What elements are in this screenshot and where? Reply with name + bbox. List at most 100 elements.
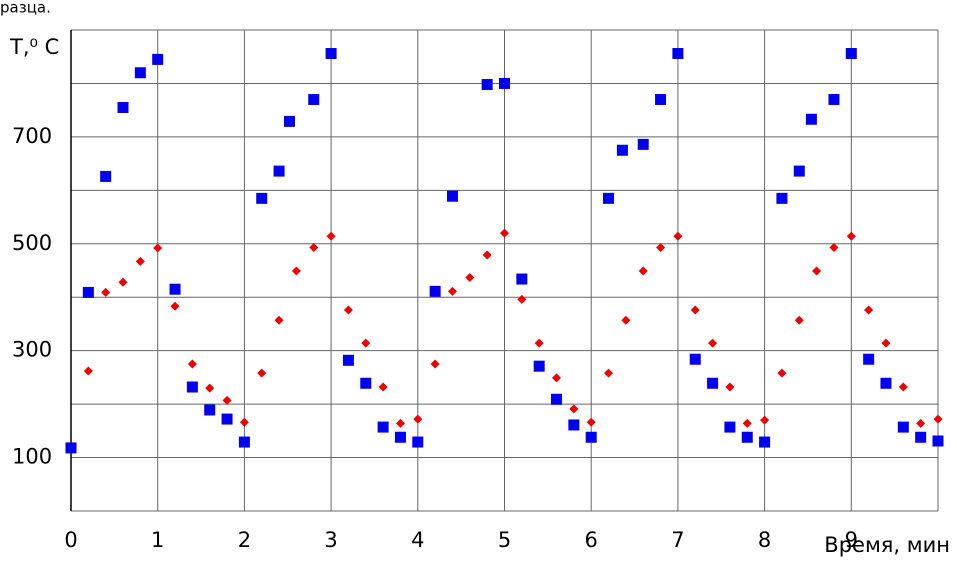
point bbox=[343, 305, 353, 315]
point bbox=[724, 421, 736, 433]
point bbox=[932, 435, 944, 447]
point bbox=[377, 421, 389, 433]
point bbox=[586, 417, 596, 427]
point bbox=[552, 373, 562, 383]
point bbox=[805, 113, 817, 125]
point bbox=[742, 418, 752, 428]
point bbox=[412, 436, 424, 448]
point bbox=[863, 353, 875, 365]
point bbox=[915, 431, 927, 443]
point bbox=[864, 305, 874, 315]
x-tick-label: 1 bbox=[151, 528, 164, 552]
point bbox=[291, 266, 301, 276]
x-tick-label: 2 bbox=[238, 528, 251, 552]
point bbox=[741, 431, 753, 443]
y-tick-label: 500 bbox=[12, 231, 52, 255]
point bbox=[100, 170, 112, 182]
point bbox=[604, 368, 614, 378]
point bbox=[517, 294, 527, 304]
point bbox=[117, 101, 129, 113]
point bbox=[101, 287, 111, 297]
point bbox=[880, 377, 892, 389]
point bbox=[846, 231, 856, 241]
point bbox=[83, 366, 93, 376]
point bbox=[430, 359, 440, 369]
point bbox=[204, 404, 216, 416]
point bbox=[283, 115, 295, 127]
point bbox=[845, 48, 857, 60]
point bbox=[82, 286, 94, 298]
point bbox=[465, 272, 475, 282]
point bbox=[725, 382, 735, 392]
point bbox=[637, 138, 649, 150]
point bbox=[394, 431, 406, 443]
point bbox=[500, 228, 509, 238]
point bbox=[690, 305, 700, 315]
point bbox=[793, 165, 805, 177]
point bbox=[516, 273, 528, 285]
point bbox=[429, 285, 441, 297]
y-tick-label: 300 bbox=[12, 338, 52, 362]
point bbox=[342, 354, 354, 366]
point bbox=[238, 436, 250, 448]
x-tick-label: 6 bbox=[585, 528, 598, 552]
point bbox=[187, 359, 197, 369]
point bbox=[533, 360, 545, 372]
point bbox=[65, 442, 77, 454]
point bbox=[239, 417, 249, 427]
point bbox=[221, 413, 233, 425]
point bbox=[186, 381, 198, 393]
x-tick-label: 9 bbox=[845, 528, 858, 552]
point bbox=[655, 93, 667, 105]
point bbox=[603, 192, 615, 204]
point bbox=[568, 419, 580, 431]
point bbox=[708, 338, 718, 348]
point bbox=[361, 338, 371, 348]
point bbox=[673, 231, 683, 241]
point bbox=[829, 243, 839, 253]
point bbox=[395, 418, 405, 428]
x-tick-label: 3 bbox=[324, 528, 337, 552]
point bbox=[916, 418, 926, 428]
x-tick-label: 8 bbox=[758, 528, 771, 552]
point bbox=[309, 243, 319, 253]
point bbox=[616, 144, 628, 156]
point bbox=[638, 266, 648, 276]
point bbox=[499, 77, 510, 89]
point bbox=[794, 315, 804, 325]
point bbox=[378, 382, 388, 392]
point bbox=[689, 353, 701, 365]
point bbox=[776, 192, 788, 204]
point bbox=[308, 93, 320, 105]
point bbox=[828, 93, 840, 105]
point bbox=[933, 414, 943, 424]
point bbox=[256, 192, 268, 204]
point bbox=[534, 338, 544, 348]
point bbox=[170, 301, 180, 311]
point bbox=[585, 431, 597, 443]
point bbox=[777, 368, 787, 378]
y-tick-label: 100 bbox=[12, 445, 52, 469]
point bbox=[482, 250, 492, 260]
point bbox=[759, 436, 771, 448]
point bbox=[257, 368, 267, 378]
point bbox=[326, 231, 336, 241]
point bbox=[222, 395, 232, 405]
point bbox=[760, 415, 770, 425]
point bbox=[672, 48, 684, 60]
point bbox=[153, 243, 163, 253]
point bbox=[551, 393, 563, 405]
point bbox=[897, 421, 909, 433]
point bbox=[134, 67, 146, 79]
point bbox=[656, 243, 666, 253]
point bbox=[447, 286, 457, 296]
point bbox=[135, 256, 145, 266]
y-tick-label: 700 bbox=[12, 124, 52, 148]
point bbox=[169, 283, 181, 295]
point bbox=[621, 315, 631, 325]
point bbox=[446, 190, 458, 202]
caption: разца. bbox=[0, 0, 51, 17]
x-tick-label: 7 bbox=[671, 528, 684, 552]
point bbox=[481, 79, 493, 91]
